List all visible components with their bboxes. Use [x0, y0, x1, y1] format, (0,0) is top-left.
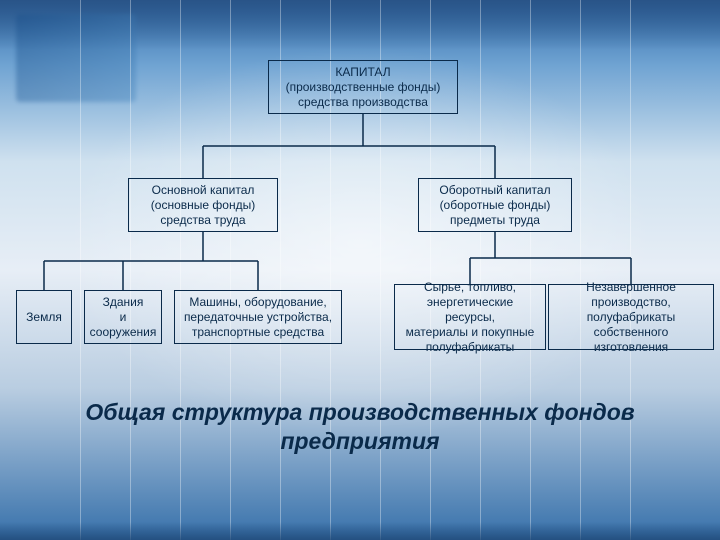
node-working-capital-label: Оборотный капитал (оборотные фонды) пред…	[439, 183, 550, 228]
node-working-capital: Оборотный капитал (оборотные фонды) пред…	[418, 178, 572, 232]
node-root: КАПИТАЛ (производственные фонды) средств…	[268, 60, 458, 114]
node-buildings-label: Здания и сооружения	[90, 295, 157, 340]
node-buildings: Здания и сооружения	[84, 290, 162, 344]
node-fixed-capital-label: Основной капитал (основные фонды) средст…	[151, 183, 255, 228]
node-wip-label: Незавершенное производство, полуфабрикат…	[555, 280, 707, 355]
node-land: Земля	[16, 290, 72, 344]
diagram-stage: КАПИТАЛ (производственные фонды) средств…	[0, 0, 720, 540]
node-raw-materials: Сырье, топливо, энергетические ресурсы, …	[394, 284, 546, 350]
node-wip: Незавершенное производство, полуфабрикат…	[548, 284, 714, 350]
node-machinery-label: Машины, оборудование, передаточные устро…	[184, 295, 332, 340]
diagram-title: Общая структура производственных фондов …	[40, 398, 680, 456]
node-raw-materials-label: Сырье, топливо, энергетические ресурсы, …	[401, 280, 539, 355]
node-machinery: Машины, оборудование, передаточные устро…	[174, 290, 342, 344]
node-root-label: КАПИТАЛ (производственные фонды) средств…	[286, 65, 441, 110]
node-fixed-capital: Основной капитал (основные фонды) средст…	[128, 178, 278, 232]
node-land-label: Земля	[26, 310, 62, 325]
